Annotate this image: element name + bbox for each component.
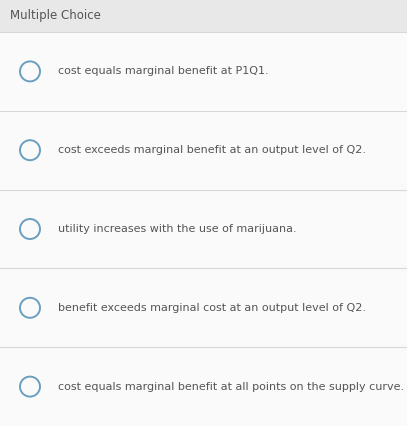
Text: benefit exceeds marginal cost at an output level of Q2.: benefit exceeds marginal cost at an outp… (58, 303, 366, 313)
Text: Multiple Choice: Multiple Choice (10, 9, 101, 23)
Bar (0, 268, 407, 347)
Text: cost exceeds marginal benefit at an output level of Q2.: cost exceeds marginal benefit at an outp… (58, 145, 366, 155)
Text: cost equals marginal benefit at P1Q1.: cost equals marginal benefit at P1Q1. (58, 66, 269, 76)
Bar (0, 0, 407, 32)
Bar (0, 111, 407, 190)
Text: cost equals marginal benefit at all points on the supply curve.: cost equals marginal benefit at all poin… (58, 382, 404, 391)
Text: utility increases with the use of marijuana.: utility increases with the use of mariju… (58, 224, 297, 234)
Bar (0, 347, 407, 426)
Bar (0, 32, 407, 111)
Bar (0, 190, 407, 268)
